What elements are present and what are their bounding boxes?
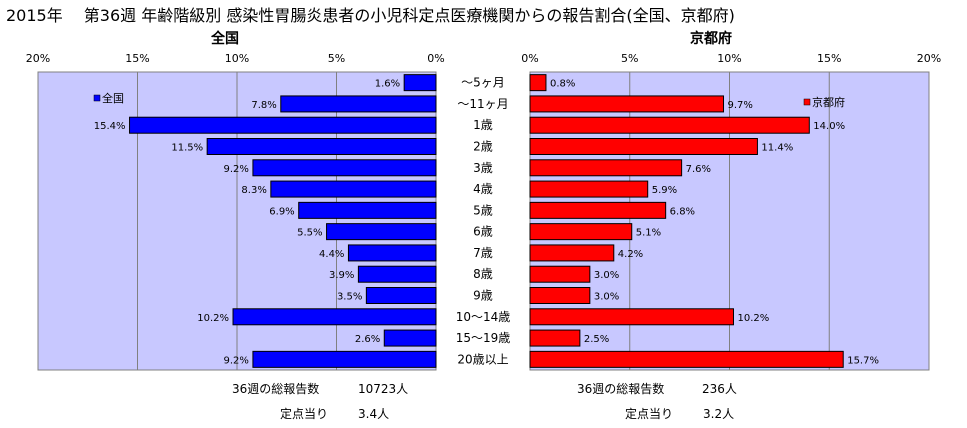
panel-title-kyoto: 京都府: [690, 31, 732, 47]
footer-value-kyoto: 236人: [702, 382, 737, 396]
tick-label-kyoto: 0%: [521, 52, 538, 65]
footer-value-national: 3.4人: [358, 407, 389, 421]
tick-label-kyoto: 10%: [717, 52, 741, 65]
data-label-national: 9.2%: [224, 355, 249, 366]
data-label-kyoto: 6.8%: [670, 206, 695, 217]
tick-label-kyoto: 15%: [817, 52, 841, 65]
tick-label-national: 0%: [427, 52, 444, 65]
bar-national: [270, 180, 437, 198]
data-label-kyoto: 2.5%: [584, 334, 609, 345]
bar-national: [357, 265, 437, 283]
bar-kyoto: [529, 159, 683, 177]
age-category-label: 2歳: [473, 140, 493, 154]
age-category-label: 5歳: [473, 203, 493, 217]
tick-label-kyoto: 5%: [621, 52, 638, 65]
bar-national: [232, 308, 437, 326]
bar-national: [252, 350, 437, 368]
data-label-national: 10.2%: [197, 313, 229, 324]
bar-kyoto: [529, 308, 734, 326]
age-category-label: 6歳: [473, 225, 493, 239]
bar-national: [365, 287, 437, 304]
data-label-kyoto: 15.7%: [847, 355, 879, 366]
data-label-national: 8.3%: [241, 185, 266, 196]
data-label-national: 11.5%: [171, 143, 203, 154]
bar-kyoto: [529, 329, 581, 347]
data-label-kyoto: 7.6%: [686, 164, 711, 175]
age-category-label: 3歳: [473, 161, 493, 175]
data-label-kyoto: 14.0%: [813, 121, 845, 132]
bar-national: [326, 223, 437, 241]
bar-kyoto: [529, 350, 844, 368]
bar-kyoto: [529, 74, 547, 92]
data-label-kyoto: 11.4%: [761, 143, 793, 154]
bar-national: [129, 116, 437, 134]
bar-national: [403, 74, 437, 92]
tick-label-kyoto: 20%: [917, 52, 941, 65]
data-label-national: 9.2%: [224, 164, 249, 175]
bar-kyoto: [529, 95, 725, 113]
legend-label-kyoto: 京都府: [812, 95, 845, 109]
bar-national: [347, 244, 437, 262]
tick-label-national: 10%: [225, 52, 249, 65]
footer-label-national: 定点当り: [280, 406, 328, 421]
footer-label-kyoto: 定点当り: [625, 406, 673, 421]
bar-kyoto: [529, 223, 633, 241]
bar-kyoto: [529, 265, 591, 283]
age-category-label: 7歳: [473, 246, 493, 260]
bar-kyoto: [529, 116, 810, 134]
data-label-national: 1.6%: [375, 79, 400, 90]
bar-national: [383, 329, 437, 347]
footer-label-national: 36週の総報告数: [232, 381, 319, 396]
data-label-kyoto: 5.9%: [652, 185, 677, 196]
bar-national: [280, 95, 437, 113]
legend-label-national: 全国: [102, 91, 124, 105]
legend-swatch-kyoto: [803, 98, 811, 106]
data-label-kyoto: 5.1%: [636, 228, 661, 239]
data-label-national: 7.8%: [251, 100, 276, 111]
age-category-label: 1歳: [473, 118, 493, 132]
data-label-national: 3.9%: [329, 270, 354, 281]
footer-value-national: 10723人: [358, 382, 408, 396]
data-label-national: 3.5%: [337, 292, 362, 303]
data-label-kyoto: 10.2%: [737, 313, 769, 324]
bar-kyoto: [529, 201, 667, 219]
footer-label-kyoto: 36週の総報告数: [577, 381, 664, 396]
age-category-label: 9歳: [473, 289, 493, 303]
data-label-kyoto: 4.2%: [618, 249, 643, 260]
data-label-national: 5.5%: [297, 228, 322, 239]
bar-national: [252, 159, 437, 177]
age-category-label: 10～14歳: [456, 310, 511, 324]
bar-national: [298, 201, 437, 219]
legend-swatch-national: [93, 94, 101, 102]
age-category-label: 20歳以上: [457, 352, 508, 366]
bar-kyoto: [529, 244, 615, 262]
chart-title: 2015年 第36週 年齢階級別 感染性胃腸炎患者の小児科定点医療機関からの報告…: [6, 6, 735, 25]
age-category-label: ～11ヶ月: [457, 97, 508, 111]
data-label-national: 15.4%: [94, 121, 126, 132]
footer-value-kyoto: 3.2人: [703, 407, 734, 421]
data-label-national: 4.4%: [319, 249, 344, 260]
data-label-kyoto: 9.7%: [728, 100, 753, 111]
bar-kyoto: [529, 180, 649, 198]
bar-kyoto: [529, 287, 591, 304]
age-category-label: ～5ヶ月: [461, 76, 505, 90]
data-label-national: 6.9%: [269, 206, 294, 217]
data-label-national: 2.6%: [355, 334, 380, 345]
tick-label-national: 5%: [328, 52, 345, 65]
bar-kyoto: [529, 138, 758, 155]
age-category-label: 8歳: [473, 267, 493, 281]
data-label-kyoto: 3.0%: [594, 292, 619, 303]
bar-national: [206, 138, 437, 155]
tick-label-national: 15%: [125, 52, 149, 65]
age-category-label: 15～19歳: [456, 331, 511, 345]
data-label-kyoto: 3.0%: [594, 270, 619, 281]
data-label-kyoto: 0.8%: [550, 79, 575, 90]
age-category-label: 4歳: [473, 182, 493, 196]
panel-title-national: 全国: [211, 31, 239, 47]
tick-label-national: 20%: [26, 52, 50, 65]
